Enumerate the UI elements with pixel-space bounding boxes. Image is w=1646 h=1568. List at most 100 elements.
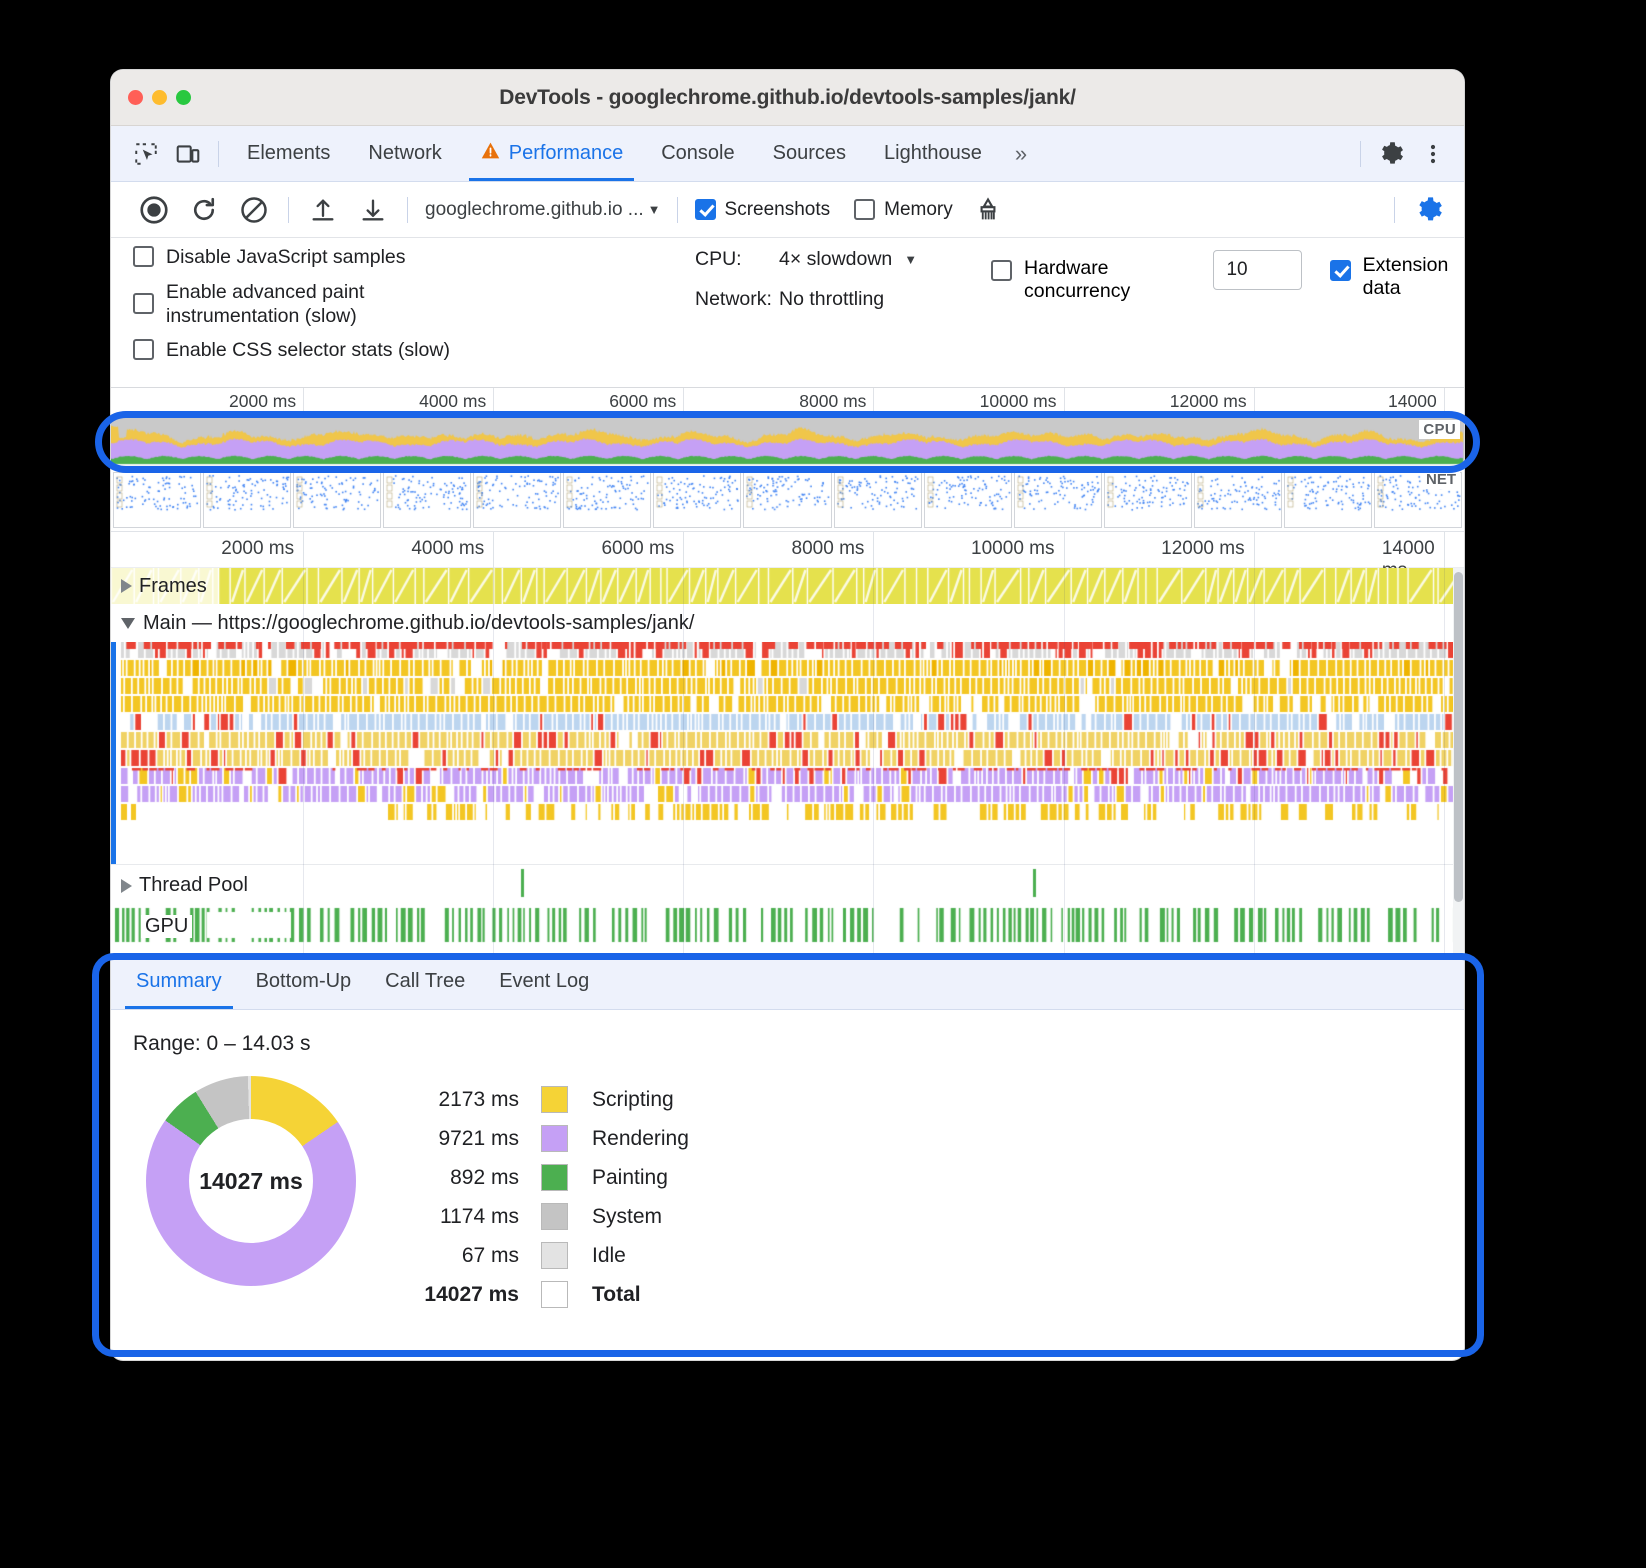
filmstrip-thumbnail[interactable] [563,472,652,528]
network-select[interactable]: No throttling [779,288,884,311]
record-icon[interactable] [129,189,179,231]
toolbar-divider [218,140,219,167]
minimize-window-button[interactable] [152,90,167,105]
tab-console-label: Console [661,142,735,164]
flamechart-scrollbar[interactable] [1453,568,1464,954]
filmstrip-track[interactable] [111,470,1464,532]
warning-triangle-icon [480,140,501,167]
css-selector-stats-checkbox[interactable] [133,339,154,361]
overview-network-track[interactable]: NET [111,470,1464,532]
device-toolbar-icon[interactable] [167,134,209,174]
tab-lighthouse[interactable]: Lighthouse [865,126,1001,181]
extension-data-checkbox[interactable] [1329,260,1351,281]
tab-sources[interactable]: Sources [754,126,865,181]
tab-network[interactable]: Network [349,126,460,181]
ruler-gridline [1063,532,1065,568]
legend-row: 9721 ms Rendering [391,1119,689,1158]
download-profile-icon[interactable] [348,189,398,231]
collapse-triangle-icon[interactable] [121,617,135,629]
legend-swatch [541,1164,568,1191]
gpu-track[interactable]: GPU [111,906,1464,946]
gpu-row-header[interactable]: GPU [111,906,193,946]
thread-pool-row-header[interactable]: Thread Pool [111,865,248,906]
frames-row-header[interactable]: Frames [111,568,207,604]
advanced-paint-row[interactable]: Enable advanced paint instrumentation (s… [133,281,603,329]
filmstrip-thumbnail[interactable] [203,472,292,528]
memory-checkbox[interactable]: Memory [854,199,953,221]
window-title: DevTools - googlechrome.github.io/devtoo… [499,85,1076,109]
hardware-concurrency-checkbox[interactable] [991,260,1012,281]
close-window-button[interactable] [128,90,143,105]
gear-icon[interactable] [1370,134,1412,174]
main-thread-flamechart[interactable] [111,642,1464,864]
expand-triangle-icon[interactable] [121,878,132,893]
filmstrip-thumbnail[interactable] [383,472,472,528]
ruler-gridline [303,532,305,568]
clear-icon[interactable] [229,189,279,231]
activity-donut-chart[interactable]: 14027 ms [146,1076,356,1286]
overview-cpu-track[interactable]: CPU [111,418,1464,470]
reload-record-icon[interactable] [179,189,229,231]
window-traffic-lights[interactable] [111,90,191,105]
tab-call-tree[interactable]: Call Tree [368,954,482,1009]
capture-settings-right-column: Hardware concurrency 10 Extension data [991,250,1464,303]
disable-js-samples-checkbox[interactable] [133,246,154,267]
filmstrip-thumbnail[interactable] [1103,472,1192,528]
recording-divider-1 [288,196,289,223]
tab-summary-label: Summary [136,970,222,992]
throttling-column: CPU: 4× slowdown ▼ Network: No throttlin… [695,248,917,328]
main-track-selection-rail [111,642,116,864]
filmstrip-thumbnail[interactable] [653,472,742,528]
upload-profile-icon[interactable] [298,189,348,231]
tab-console[interactable]: Console [642,126,753,181]
more-tabs-icon[interactable]: » [1014,140,1027,166]
capture-settings-gear-icon[interactable] [1404,189,1454,231]
ruler-tick: 6000 ms [609,391,677,411]
tab-elements[interactable]: Elements [228,126,349,181]
maximize-window-button[interactable] [176,90,191,105]
expand-triangle-icon[interactable] [121,579,132,593]
filmstrip-thumbnail[interactable] [1283,472,1372,528]
thread-pool-label: Thread Pool [139,874,248,896]
memory-checkbox-box[interactable] [854,199,876,220]
legend-row: 1174 ms System [391,1197,689,1236]
legend-row: 892 ms Painting [391,1158,689,1197]
tab-event-log[interactable]: Event Log [482,954,606,1009]
flamechart-scroll-thumb[interactable] [1454,572,1463,902]
screenshots-checkbox-box[interactable] [694,199,716,220]
cpu-value: 4× slowdown [779,248,893,270]
disable-js-samples-row[interactable]: Disable JavaScript samples [133,246,603,270]
ruler-gridline [493,532,495,568]
filmstrip-thumbnail[interactable] [1193,472,1282,528]
panel-tabs: Elements Network Performance Console Sou… [228,126,1039,181]
filmstrip-thumbnail[interactable] [743,472,832,528]
flamechart-tracks[interactable]: Frames Main — https://googlechrome.githu… [111,568,1464,954]
kebab-menu-icon[interactable] [1412,134,1454,174]
frames-track[interactable]: Frames [111,568,1464,604]
filmstrip-thumbnail[interactable] [1013,472,1102,528]
hardware-concurrency-input[interactable]: 10 [1213,250,1302,290]
filmstrip-thumbnail[interactable] [833,472,922,528]
filmstrip-thumbnail[interactable] [473,472,562,528]
main-thread-label: Main — https://googlechrome.github.io/de… [143,611,695,634]
screenshots-checkbox[interactable]: Screenshots [694,199,830,221]
origin-select[interactable]: googlechrome.github.io ... ▼ [425,199,661,221]
extension-data-label: Extension data [1362,254,1449,300]
filmstrip-thumbnail[interactable] [923,472,1012,528]
tab-summary[interactable]: Summary [119,954,239,1009]
tab-bottom-up[interactable]: Bottom-Up [239,954,369,1009]
legend-label: Idle [592,1243,626,1267]
main-thread-header[interactable]: Main — https://googlechrome.github.io/de… [111,604,1464,642]
tab-performance[interactable]: Performance [461,126,643,181]
cpu-throttling-row: CPU: 4× slowdown ▼ [695,248,917,271]
frames-strip[interactable] [111,568,1458,604]
inspect-cursor-icon[interactable] [125,134,167,174]
advanced-paint-checkbox[interactable] [133,292,154,314]
thread-pool-track[interactable]: Thread Pool [111,864,1464,907]
collect-garbage-icon[interactable] [963,189,1013,231]
filmstrip-thumbnail[interactable] [113,472,202,528]
cpu-select[interactable]: 4× slowdown ▼ [779,248,917,271]
css-selector-stats-row[interactable]: Enable CSS selector stats (slow) [133,339,603,363]
filmstrip-thumbnail[interactable] [293,472,382,528]
